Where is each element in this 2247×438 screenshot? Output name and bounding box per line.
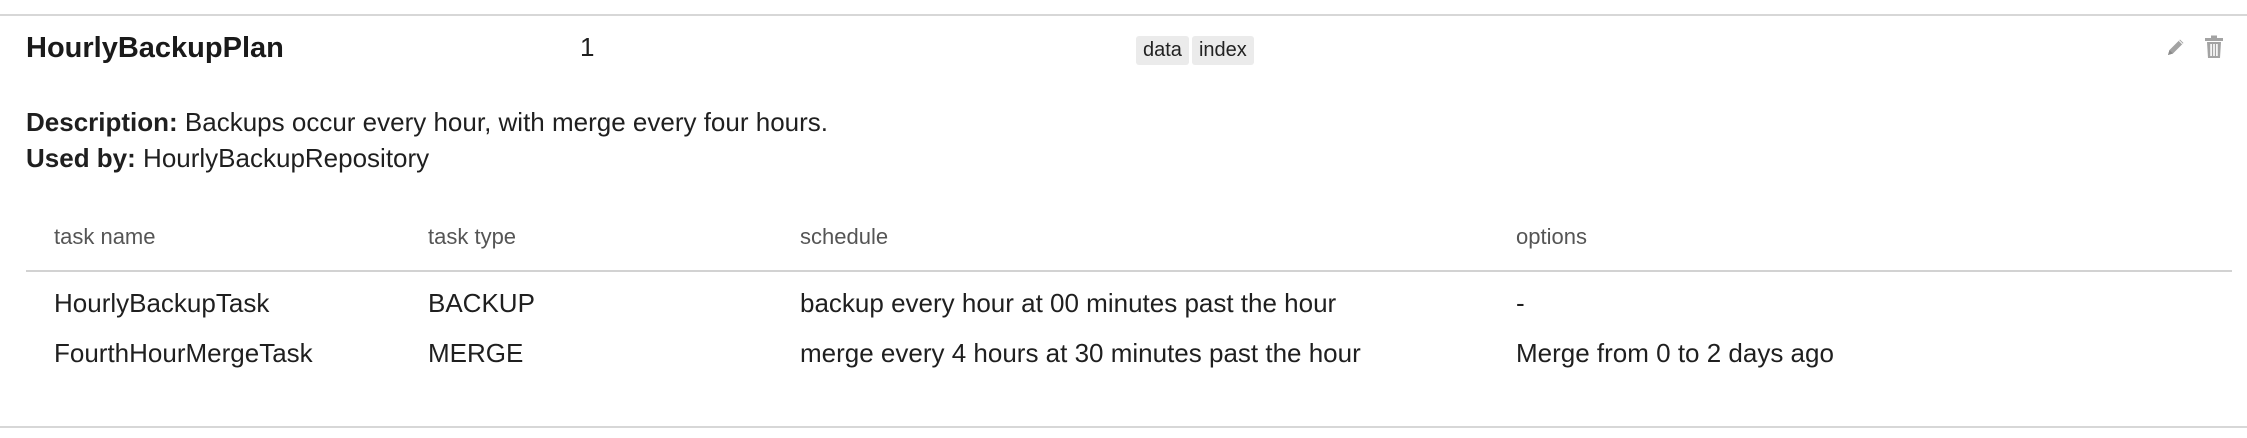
used-by-line: Used by: HourlyBackupRepository: [26, 140, 828, 176]
task-name: HourlyBackupTask: [54, 288, 270, 318]
bottom-divider: [0, 426, 2247, 428]
trash-icon[interactable]: [2202, 34, 2226, 60]
task-type: MERGE: [428, 338, 524, 368]
task-type: BACKUP: [428, 288, 535, 318]
task-schedule: merge every 4 hours at 30 minutes past t…: [800, 338, 1361, 368]
description-line: Description: Backups occur every hour, w…: [26, 104, 828, 140]
plan-count: 1: [580, 32, 595, 62]
plan-header: HourlyBackupPlan 1 data index: [26, 28, 2226, 72]
task-name: FourthHourMergeTask: [54, 338, 313, 368]
task-options: -: [1516, 288, 1525, 318]
table-row: HourlyBackupTask BACKUP backup every hou…: [26, 278, 2232, 328]
pencil-icon[interactable]: [2164, 34, 2188, 60]
plan-meta: Description: Backups occur every hour, w…: [26, 104, 828, 176]
task-schedule: backup every hour at 00 minutes past the…: [800, 288, 1337, 318]
plan-name: HourlyBackupPlan: [26, 32, 284, 64]
tag-index: index: [1191, 36, 1254, 65]
used-by-text: HourlyBackupRepository: [143, 143, 430, 173]
task-table: task name task type schedule options Hou…: [26, 218, 2232, 378]
description-text: Backups occur every hour, with merge eve…: [184, 107, 828, 137]
used-by-label: Used by:: [26, 143, 136, 173]
table-row: FourthHourMergeTask MERGE merge every 4 …: [26, 328, 2232, 378]
table-header: task name task type schedule options: [26, 218, 2232, 272]
description-label: Description:: [26, 107, 178, 137]
top-divider: [0, 14, 2247, 16]
header-task-name: task name: [54, 224, 156, 249]
plan-tags: data index: [1136, 36, 1254, 65]
header-task-type: task type: [428, 224, 517, 249]
header-schedule: schedule: [800, 224, 889, 249]
plan-actions: [2164, 34, 2226, 60]
header-options: options: [1516, 224, 1587, 249]
tag-data: data: [1136, 36, 1189, 65]
task-options: Merge from 0 to 2 days ago: [1516, 338, 1834, 368]
